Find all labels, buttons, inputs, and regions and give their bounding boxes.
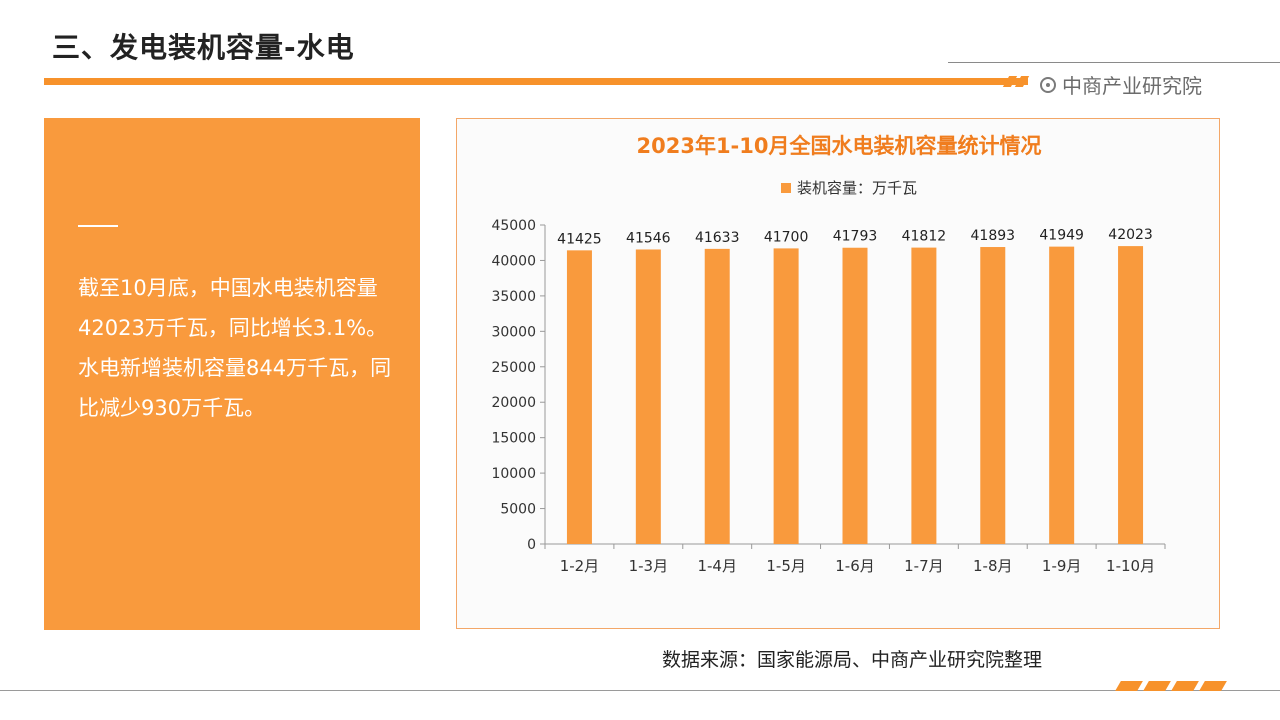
bar-chart: 2023年1-10月全国水电装机容量统计情况 装机容量：万千瓦 0 5000 100…	[491, 134, 1166, 575]
data-label: 41893	[971, 228, 1016, 244]
bar	[566, 250, 592, 544]
y-tick-label: 25000	[491, 360, 536, 376]
title-rule	[44, 78, 1028, 85]
data-label: 41812	[902, 229, 947, 245]
summary-text: 截至10月底，中国水电装机容量42023万千瓦，同比增长3.1%。水电新增装机容…	[78, 276, 392, 420]
data-label: 41793	[833, 229, 878, 245]
data-label: 42023	[1108, 227, 1153, 243]
y-tick-label: 40000	[491, 253, 536, 269]
data-label: 41700	[764, 229, 809, 245]
bar	[773, 248, 799, 545]
x-tick-label: 1-5月	[766, 557, 806, 575]
y-tick-label: 10000	[491, 466, 536, 482]
x-tick-label: 1-2月	[560, 557, 600, 575]
chart-container: 2023年1-10月全国水电装机容量统计情况 装机容量：万千瓦 0 5000 100…	[456, 118, 1220, 629]
y-tick-label: 15000	[491, 431, 536, 447]
y-tick-label: 35000	[491, 289, 536, 305]
x-tick-label: 1-4月	[697, 557, 737, 575]
bar	[1118, 246, 1144, 544]
brand: 中商产业研究院	[1040, 70, 1202, 99]
y-tick-label: 45000	[491, 218, 536, 234]
x-tick-label: 1-6月	[835, 557, 875, 575]
x-tick-label: 1-10月	[1106, 557, 1155, 575]
data-label: 41633	[695, 230, 740, 246]
panel-dash	[78, 225, 118, 227]
data-label: 41949	[1039, 228, 1084, 244]
target-icon	[1040, 76, 1056, 93]
page-title: 三、发电装机容量-水电	[52, 31, 355, 64]
data-source: 数据来源：国家能源局、中商产业研究院整理	[662, 649, 1043, 671]
bar	[1049, 246, 1075, 544]
legend-label: 装机容量：万千瓦	[797, 179, 917, 197]
x-tick-label: 1-7月	[904, 557, 944, 575]
brand-name: 中商产业研究院	[1062, 74, 1202, 98]
x-tick-label: 1-3月	[629, 557, 669, 575]
x-tick-label: 1-8月	[973, 557, 1013, 575]
chart-title: 2023年1-10月全国水电装机容量统计情况	[637, 134, 1042, 158]
bar	[704, 248, 730, 544]
bar	[911, 247, 937, 545]
bar	[980, 247, 1006, 544]
footer-rule	[0, 690, 1280, 691]
bar	[842, 247, 868, 544]
y-tick-label: 30000	[491, 324, 536, 340]
summary-panel: 截至10月底，中国水电装机容量42023万千瓦，同比增长3.1%。水电新增装机容…	[44, 118, 420, 630]
bar	[635, 249, 661, 544]
data-label: 41546	[626, 230, 671, 246]
data-label: 41425	[557, 231, 602, 247]
header-deco-line	[948, 62, 1280, 63]
legend-swatch	[781, 183, 791, 193]
x-tick-label: 1-9月	[1042, 557, 1082, 575]
y-tick-label: 0	[527, 537, 536, 553]
y-tick-label: 5000	[500, 502, 536, 518]
y-tick-label: 20000	[491, 395, 536, 411]
